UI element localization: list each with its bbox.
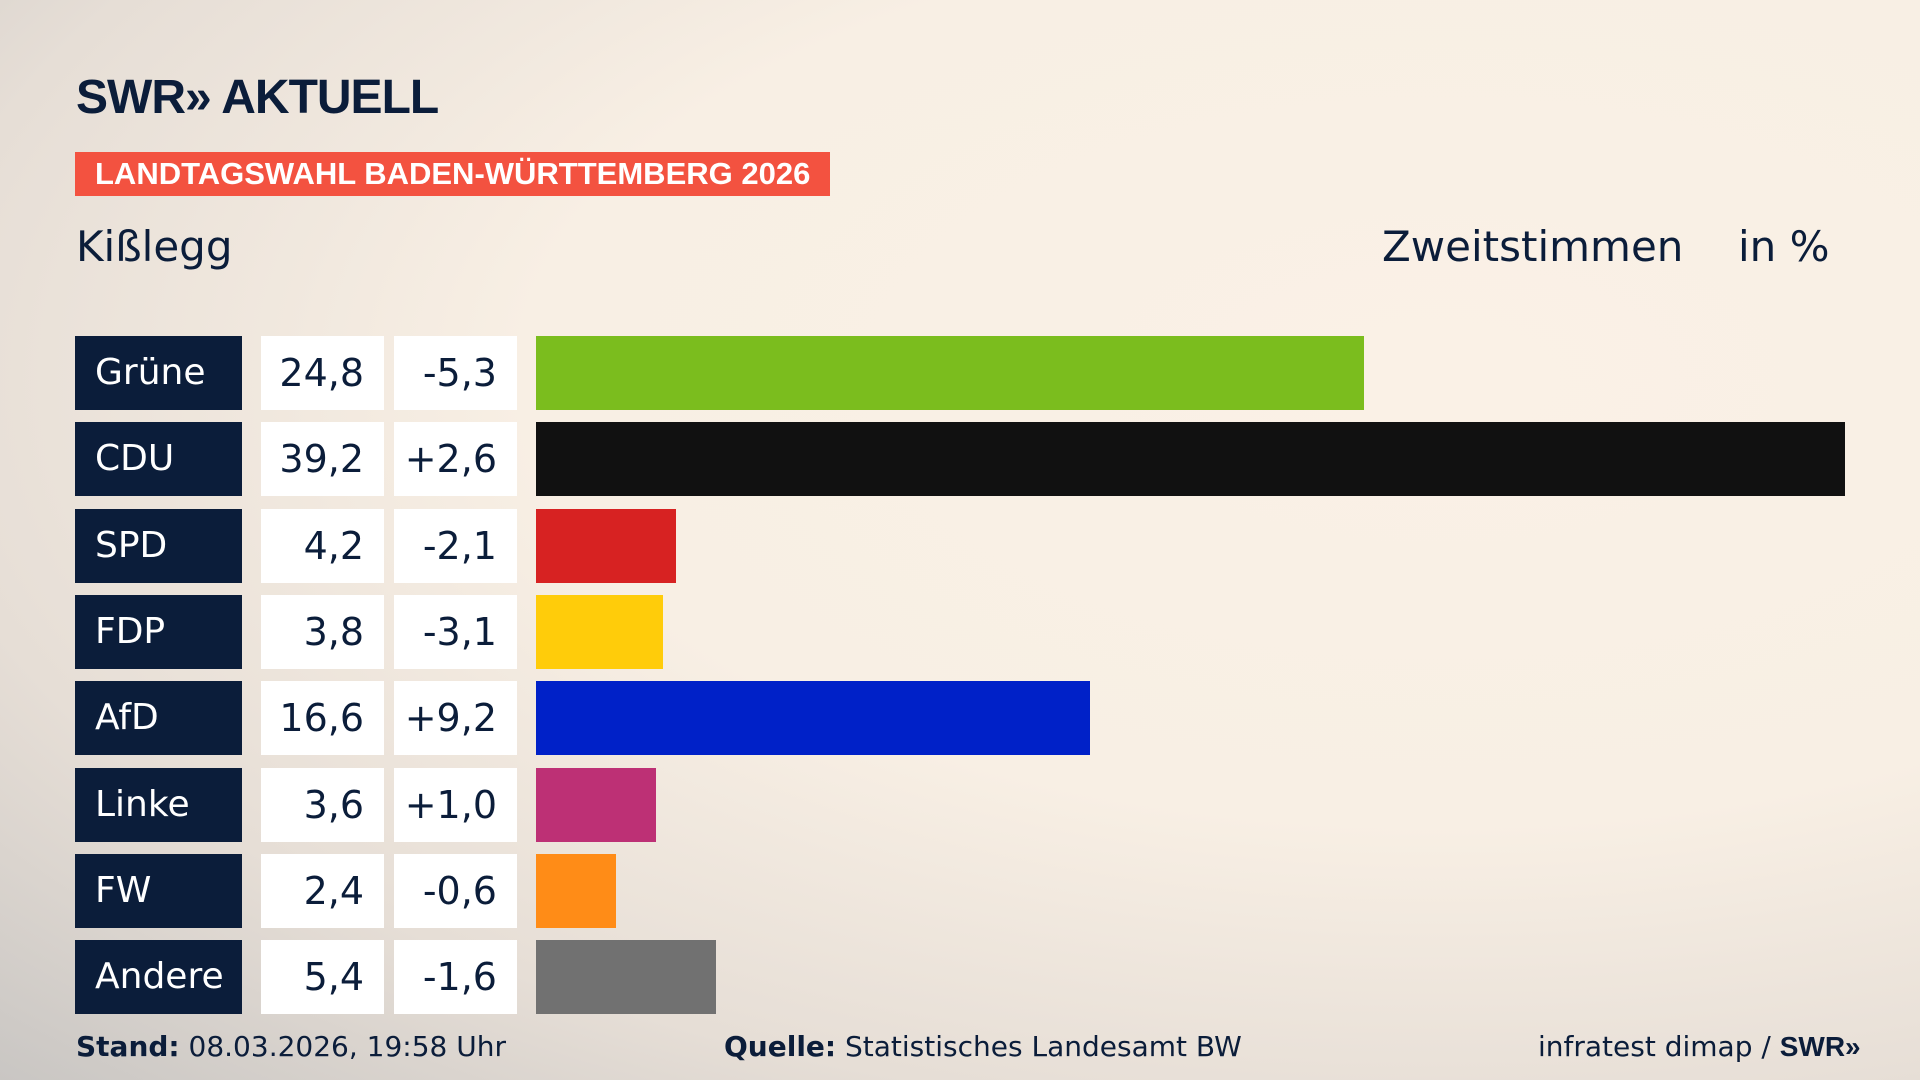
bar-afd	[536, 681, 1091, 756]
party-row: Andere 5,4 -1,6	[0, 940, 1920, 1015]
party-row: SPD 4,2 -2,1	[0, 508, 1920, 583]
election-banner: LANDTAGSWAHL BADEN-WÜRTTEMBERG 2026	[75, 152, 831, 196]
value-label: 3,8	[261, 594, 384, 669]
value-label: 2,4	[261, 853, 384, 928]
timestamp: Stand: 08.03.2026, 19:58 Uhr	[76, 1030, 506, 1063]
party-row: FW 2,4 -0,6	[0, 853, 1920, 928]
party-label: AfD	[75, 681, 242, 756]
party-label: FW	[75, 853, 242, 928]
party-label: SPD	[75, 508, 242, 583]
value-label: 24,8	[261, 336, 384, 410]
bar-fw	[536, 853, 617, 928]
bar-andere	[536, 940, 717, 1015]
party-row: AfD 16,6 +9,2	[0, 681, 1920, 756]
stand-label: Stand:	[76, 1030, 180, 1063]
change-label: -1,6	[394, 940, 517, 1015]
bar-grüne	[536, 336, 1365, 410]
bar-linke	[536, 767, 657, 842]
value-label: 5,4	[261, 940, 384, 1015]
value-label: 4,2	[261, 508, 384, 583]
swr-aktuell-logo: SWR» AKTUELL	[76, 71, 439, 124]
party-label: FDP	[75, 594, 242, 669]
stand-value: 08.03.2026, 19:58 Uhr	[188, 1030, 506, 1063]
party-label: Grüne	[75, 336, 242, 410]
change-label: +9,2	[394, 681, 517, 756]
party-label: Linke	[75, 767, 242, 842]
change-label: -3,1	[394, 594, 517, 669]
bar-cdu	[536, 422, 1845, 497]
source-label: Quelle:	[724, 1030, 837, 1063]
swr-footer-logo: SWR»	[1779, 1031, 1861, 1062]
change-label: -5,3	[394, 336, 517, 410]
party-label: CDU	[75, 422, 242, 497]
value-label: 16,6	[261, 681, 384, 756]
value-label: 3,6	[261, 767, 384, 842]
metric-label: Zweitstimmen	[1382, 222, 1684, 271]
party-row: Linke 3,6 +1,0	[0, 767, 1920, 842]
bar-fdp	[536, 594, 663, 669]
party-row: FDP 3,8 -3,1	[0, 594, 1920, 669]
change-label: +2,6	[394, 422, 517, 497]
region-title: Kißlegg	[76, 222, 233, 271]
change-label: -2,1	[394, 508, 517, 583]
change-label: +1,0	[394, 767, 517, 842]
bar-spd	[536, 508, 677, 583]
party-row: Grüne 24,8 -5,3	[0, 336, 1920, 410]
credit-text: infratest dimap /	[1538, 1030, 1771, 1063]
party-label: Andere	[75, 940, 242, 1015]
change-label: -0,6	[394, 853, 517, 928]
source: Quelle: Statistisches Landesamt BW	[724, 1030, 1242, 1063]
party-row: CDU 39,2 +2,6	[0, 422, 1920, 497]
unit-label: in %	[1738, 222, 1830, 271]
value-label: 39,2	[261, 422, 384, 497]
credit: infratest dimap / SWR»	[1538, 1030, 1861, 1063]
source-value: Statistisches Landesamt BW	[845, 1030, 1242, 1063]
